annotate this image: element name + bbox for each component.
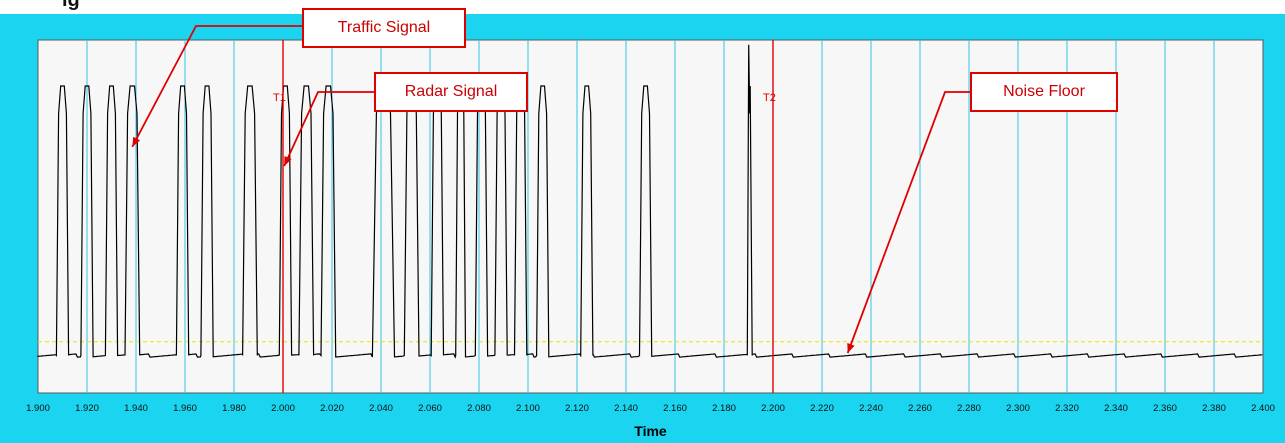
annotation-noise-floor: Noise Floor: [970, 72, 1118, 112]
x-tick-label: 2.360: [1153, 403, 1177, 414]
x-tick-label: 2.160: [663, 403, 687, 414]
annotation-arrowhead: [284, 156, 292, 166]
x-tick-label: 2.300: [1006, 403, 1030, 414]
x-tick-label: 1.900: [26, 403, 50, 414]
x-tick-label: 2.080: [467, 403, 491, 414]
x-tick-label: 2.220: [810, 403, 834, 414]
x-tick-label: 2.380: [1202, 403, 1226, 414]
x-tick-label: 2.240: [859, 403, 883, 414]
annotation-arrowhead: [847, 343, 855, 353]
x-tick-label: 2.120: [565, 403, 589, 414]
x-axis-label: Time: [634, 423, 667, 439]
x-tick-label: 2.340: [1104, 403, 1128, 414]
x-tick-label: 2.140: [614, 403, 638, 414]
title-fragment: ig: [0, 0, 300, 14]
annotation-radar-signal: Radar Signal: [374, 72, 528, 112]
x-tick-label: 2.320: [1055, 403, 1079, 414]
annotation-traffic-signal: Traffic Signal: [302, 8, 466, 48]
x-tick-label: 2.100: [516, 403, 540, 414]
annotation-arrow: [846, 91, 970, 354]
x-tick-label: 1.980: [222, 403, 246, 414]
x-tick-label: 2.180: [712, 403, 736, 414]
title-fragment-text: ig: [62, 0, 80, 11]
x-tick-label: 2.060: [418, 403, 442, 414]
x-tick-label: 2.280: [957, 403, 981, 414]
annotation-arrowhead: [132, 136, 141, 147]
marker-label-t1: T1: [273, 92, 286, 104]
x-tick-label: 1.920: [75, 403, 99, 414]
annotation-arrow: [283, 91, 376, 167]
annotation-arrow: [131, 25, 302, 148]
x-tick-label: 2.040: [369, 403, 393, 414]
marker-label-t2: T2: [763, 92, 776, 104]
x-tick-label: 2.020: [320, 403, 344, 414]
x-tick-label: 2.200: [761, 403, 785, 414]
signal-trace: [37, 44, 1263, 359]
x-tick-label: 2.400: [1251, 403, 1275, 414]
x-tick-label: 1.940: [124, 403, 148, 414]
x-tick-label: 1.960: [173, 403, 197, 414]
x-tick-label: 2.260: [908, 403, 932, 414]
x-tick-label: 2.000: [271, 403, 295, 414]
